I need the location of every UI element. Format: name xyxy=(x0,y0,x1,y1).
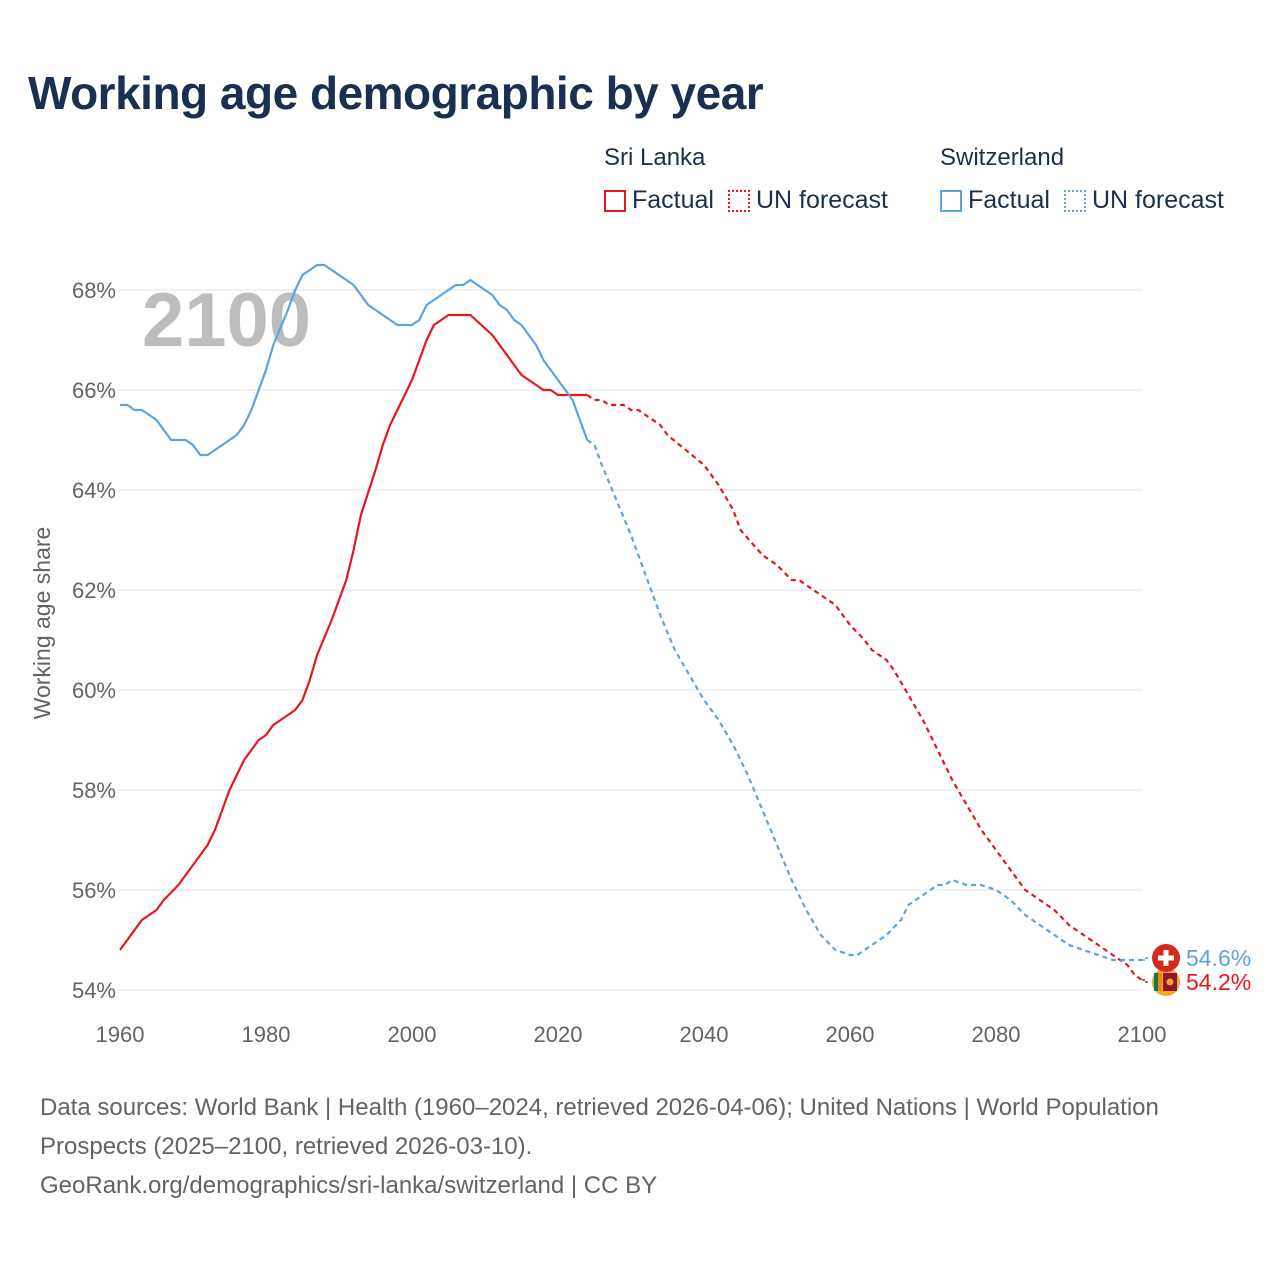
legend-label: Factual xyxy=(632,186,714,215)
sri-lanka-flag-orange xyxy=(1158,973,1162,991)
switzerland-end-label: 54.6% xyxy=(1186,945,1251,971)
sri-lanka-flag-lion xyxy=(1167,979,1174,986)
footer-link[interactable]: GeoRank.org/demographics/sri-lanka/switz… xyxy=(40,1166,1200,1205)
legend-swatch-solid-red xyxy=(604,190,626,212)
legend-switzerland: Switzerland Factual UN forecast xyxy=(940,144,1238,215)
y-tick-label: 60% xyxy=(72,678,116,703)
switzerland-end-connector xyxy=(1142,958,1150,960)
footer-sources: Data sources: World Bank | Health (1960–… xyxy=(40,1088,1200,1166)
sri-lanka-forecast-line xyxy=(587,395,1142,980)
switzerland-forecast-line xyxy=(587,440,1142,960)
legend-swatch-dotted-blue xyxy=(1064,190,1086,212)
y-tick-label: 56% xyxy=(72,878,116,903)
legend-sri-lanka-forecast[interactable]: UN forecast xyxy=(728,186,888,215)
y-tick-label: 66% xyxy=(72,378,116,403)
legend-label: Factual xyxy=(968,186,1050,215)
legend-sri-lanka-factual[interactable]: Factual xyxy=(604,186,714,215)
legend-switzerland-factual[interactable]: Factual xyxy=(940,186,1050,215)
sri-lanka-end-label: 54.2% xyxy=(1186,969,1251,995)
sri-lanka-end-connector xyxy=(1142,980,1150,982)
x-tick-label: 2080 xyxy=(972,1022,1021,1047)
chart-title: Working age demographic by year xyxy=(28,66,763,120)
legend-label: UN forecast xyxy=(1092,186,1224,215)
y-tick-label: 68% xyxy=(72,278,116,303)
switzerland-flag-cross-h xyxy=(1158,956,1174,961)
y-tick-label: 62% xyxy=(72,578,116,603)
year-watermark: 2100 xyxy=(142,278,311,363)
sri-lanka-flag-green xyxy=(1154,973,1158,991)
y-axis-label: Working age share xyxy=(29,527,55,720)
legend-switzerland-forecast[interactable]: UN forecast xyxy=(1064,186,1224,215)
y-tick-label: 64% xyxy=(72,478,116,503)
legend-label: UN forecast xyxy=(756,186,888,215)
legend-switzerland-title: Switzerland xyxy=(940,144,1238,172)
x-tick-label: 2020 xyxy=(534,1022,583,1047)
x-tick-label: 1980 xyxy=(242,1022,291,1047)
x-tick-label: 2000 xyxy=(388,1022,437,1047)
x-tick-label: 2040 xyxy=(680,1022,729,1047)
legend-sri-lanka-title: Sri Lanka xyxy=(604,144,902,172)
x-tick-label: 2100 xyxy=(1118,1022,1167,1047)
line-chart: 54% 56% 58% 60% 62% 64% 66% 68% 1960 1980 2000 2020… xyxy=(0,240,1280,1060)
y-tick-label: 58% xyxy=(72,778,116,803)
x-tick-label: 1960 xyxy=(96,1022,145,1047)
legend-sri-lanka: Sri Lanka Factual UN forecast xyxy=(604,144,902,215)
legend-swatch-dotted-red xyxy=(728,190,750,212)
x-tick-label: 2060 xyxy=(826,1022,875,1047)
y-tick-label: 54% xyxy=(72,978,116,1003)
footer: Data sources: World Bank | Health (1960–… xyxy=(40,1088,1200,1205)
legend-swatch-solid-blue xyxy=(940,190,962,212)
sri-lanka-factual-line xyxy=(120,315,587,950)
